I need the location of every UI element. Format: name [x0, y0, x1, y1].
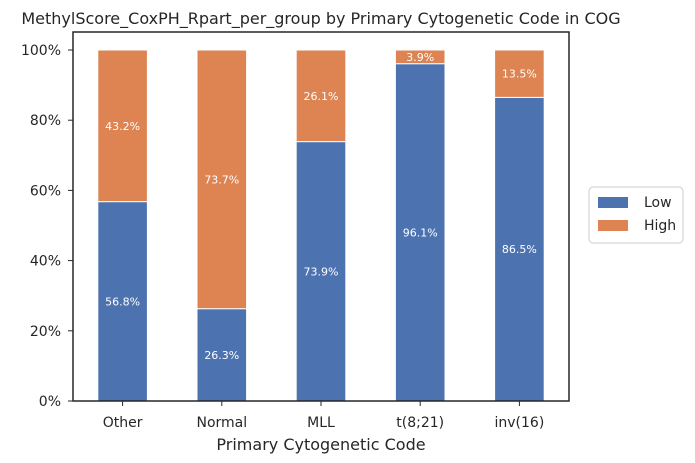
bar-label-low-1: 26.3% — [204, 349, 239, 362]
legend-swatch-low — [598, 197, 628, 208]
x-tick-label: Normal — [196, 415, 247, 431]
bar-low-4 — [494, 96, 545, 402]
x-tick-label: Other — [103, 415, 143, 431]
bar-label-low-4: 86.5% — [502, 243, 537, 256]
bar-high-4 — [494, 49, 545, 98]
x-tick-label: inv(16) — [495, 415, 545, 431]
y-tick-label: 40% — [30, 254, 61, 270]
bar-label-low-3: 96.1% — [403, 226, 438, 239]
x-axis-label: Primary Cytogenetic Code — [216, 435, 425, 454]
legend: Low High — [588, 186, 684, 244]
bar-label-low-0: 56.8% — [105, 295, 140, 308]
y-tick-label: 100% — [21, 43, 61, 59]
bar-low-0 — [97, 201, 148, 402]
bar-low-2 — [295, 141, 347, 402]
x-tick-label: MLL — [307, 415, 335, 431]
chart-title: MethylScore_CoxPH_Rpart_per_group by Pri… — [21, 9, 620, 29]
y-tick-label: 80% — [30, 113, 61, 129]
legend-swatch-high — [598, 220, 628, 231]
bar-label-high-4: 13.5% — [502, 68, 537, 81]
x-axis-ticks: Other Normal MLL t(8;21) inv(16) — [103, 401, 545, 431]
x-tick-label: t(8;21) — [396, 415, 444, 431]
legend-label-high: High — [644, 218, 676, 234]
bar-label-low-2: 73.9% — [304, 265, 339, 278]
bar-label-high-0: 43.2% — [105, 120, 140, 133]
bar-high-0 — [97, 49, 148, 203]
bar-label-high-3: 3.9% — [406, 51, 434, 64]
bar-high-1 — [196, 49, 248, 310]
y-tick-label: 20% — [30, 324, 61, 340]
bars-layer: 56.8% 43.2% 26.3% 73.7% 73.9% 26.1% 96.1% 3.9% 8… — [97, 49, 545, 402]
y-axis-ticks: 0% 20% 40% 60% 80% 100% — [21, 43, 73, 410]
y-tick-label: 0% — [39, 394, 61, 410]
bar-label-high-2: 26.1% — [304, 90, 339, 103]
y-tick-label: 60% — [30, 183, 61, 199]
bar-high-3 — [394, 49, 446, 65]
bar-label-high-1: 73.7% — [204, 173, 239, 186]
bar-high-2 — [295, 49, 347, 143]
legend-label-low: Low — [644, 195, 672, 211]
